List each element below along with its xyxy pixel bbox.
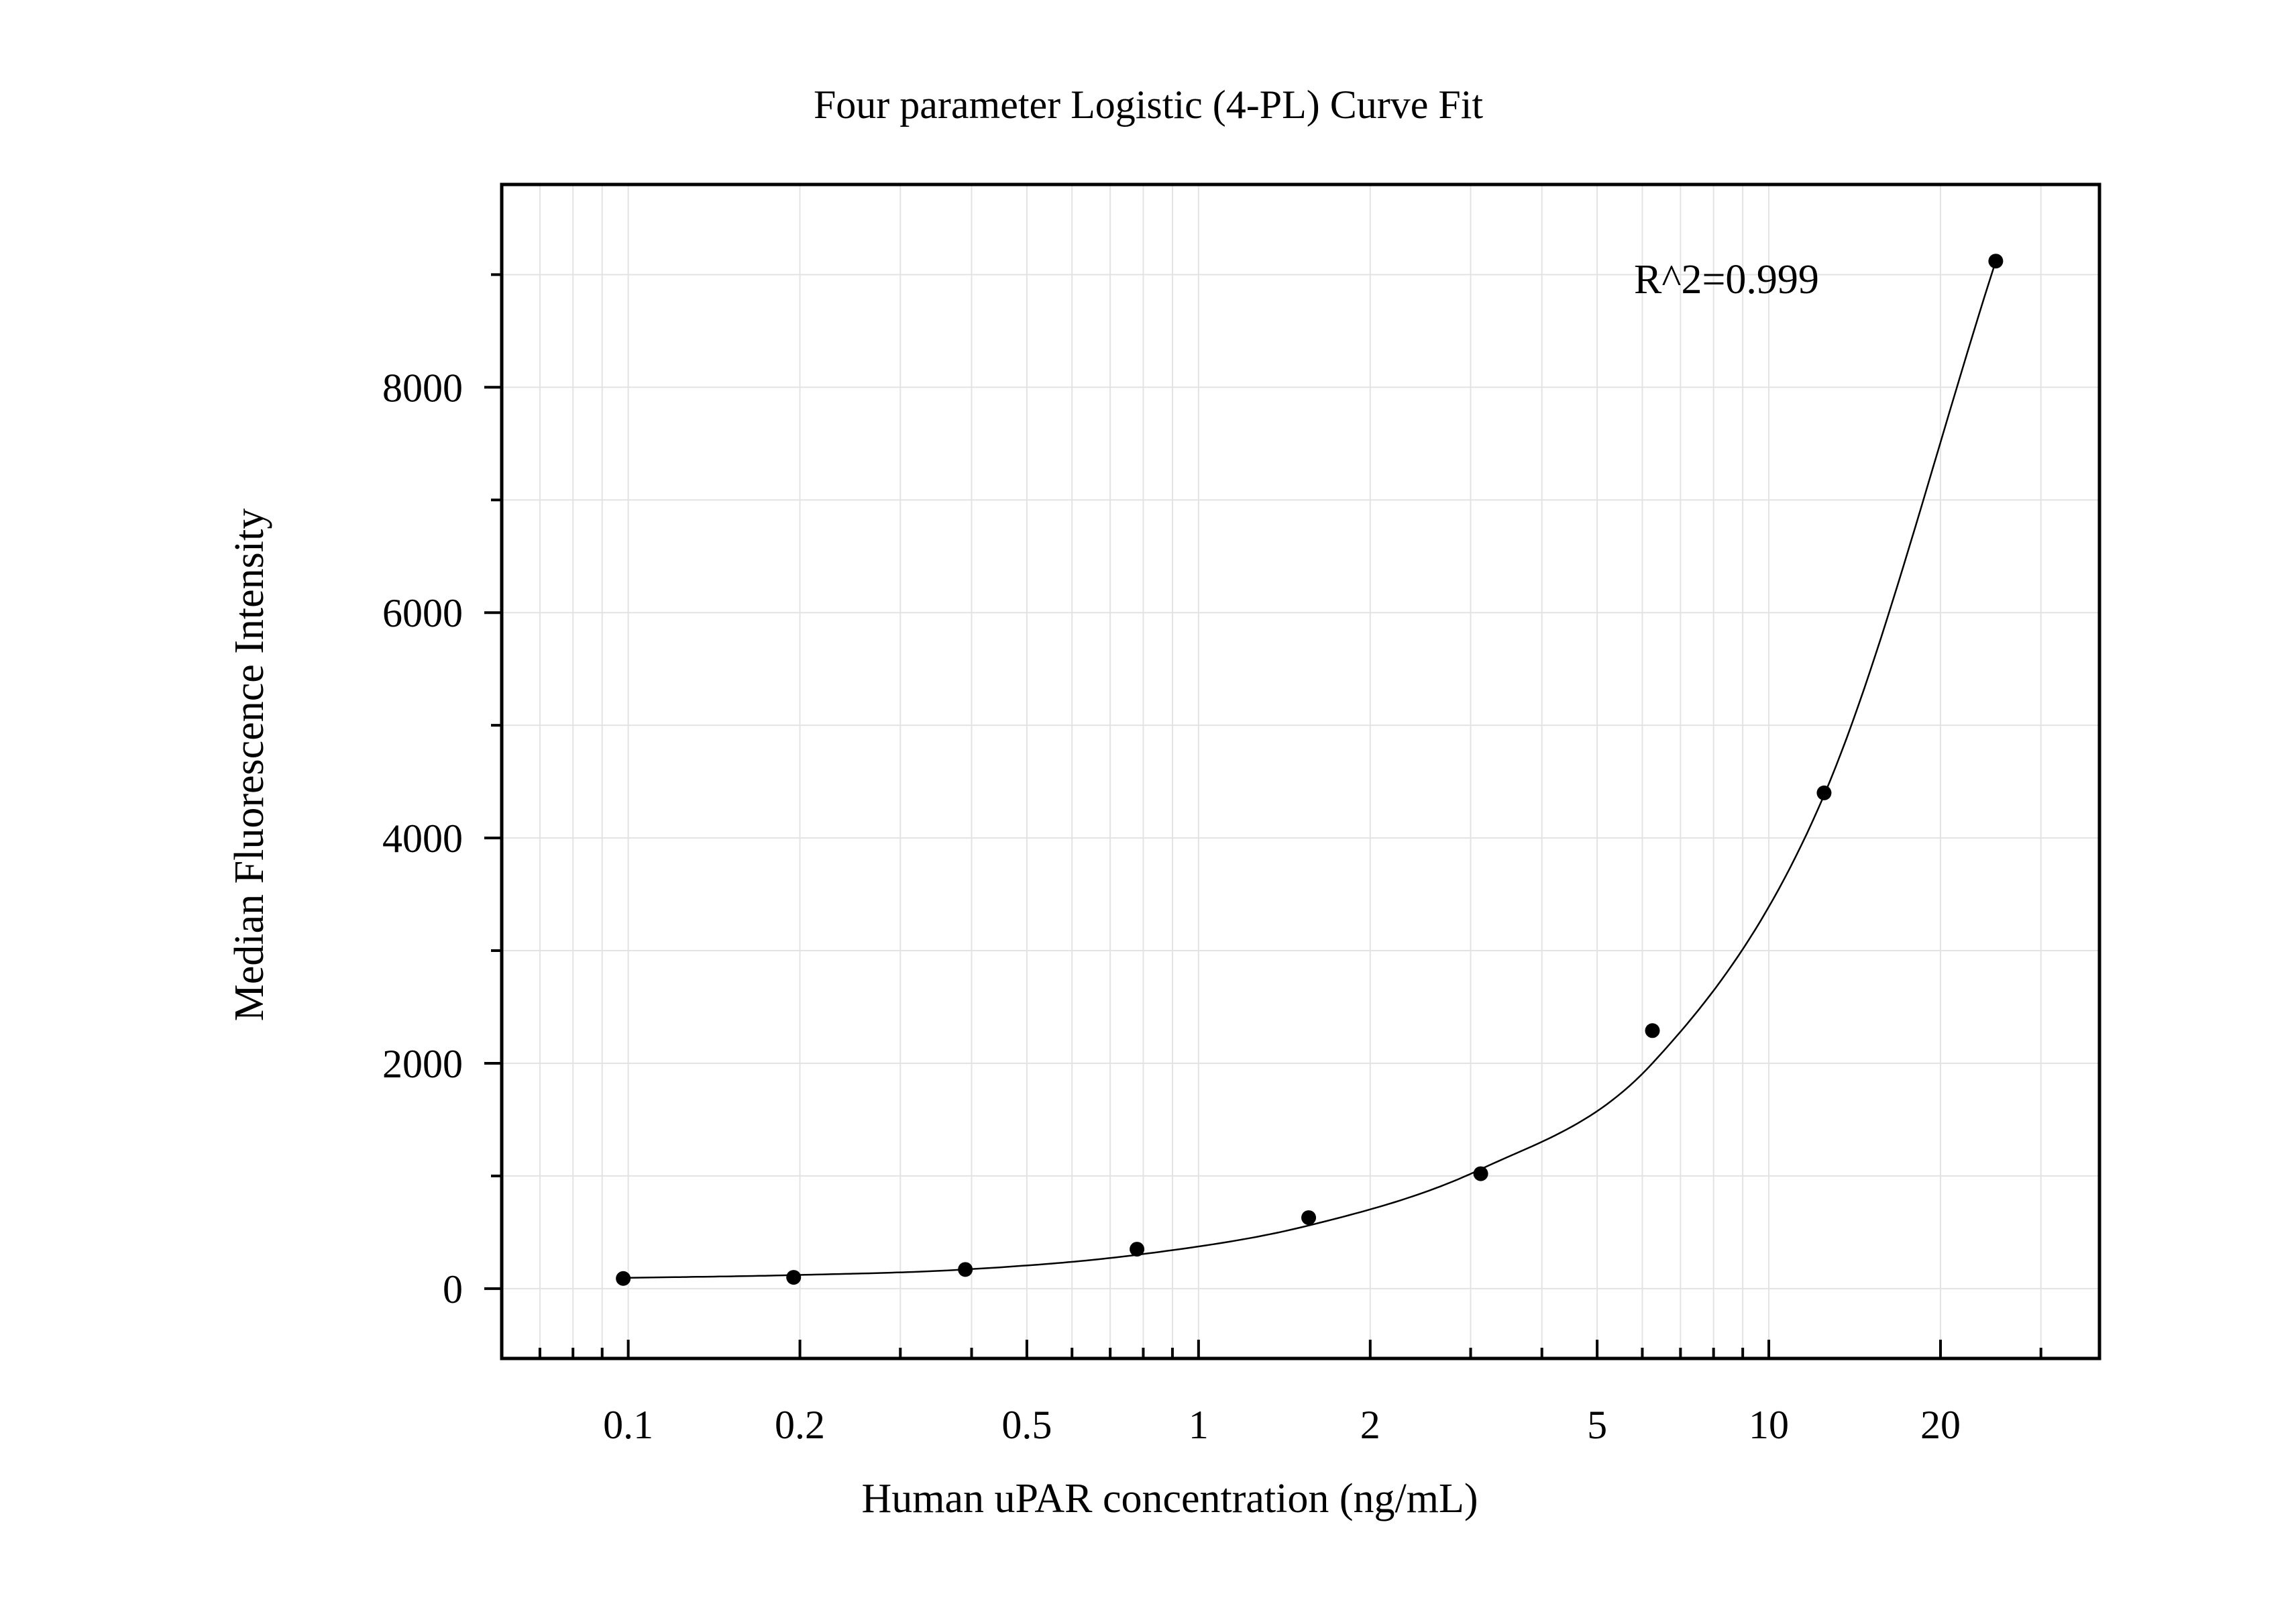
data-point: [958, 1262, 973, 1277]
data-point: [1130, 1242, 1145, 1257]
fit-curve-group: [623, 260, 1997, 1279]
x-tick-label: 1: [1189, 1403, 1209, 1447]
x-tick-label: 5: [1587, 1403, 1607, 1447]
data-point: [1988, 254, 2004, 269]
y-tick-label: 0: [443, 1267, 463, 1312]
x-tick-label: 0.1: [603, 1403, 653, 1447]
data-point: [1816, 785, 1832, 800]
x-tick-label: 10: [1749, 1403, 1789, 1447]
y-tick-label: 8000: [382, 366, 463, 410]
x-tick-labels: 0.1 0.2 0.5 1 2 5 10 20: [603, 1403, 1961, 1447]
y-tick-label: 2000: [382, 1042, 463, 1086]
y-tick-labels: 0 2000 4000 6000 8000: [382, 366, 463, 1312]
data-point: [786, 1270, 802, 1285]
r-squared-annotation: R^2=0.999: [1634, 257, 1819, 303]
x-tick-label: 0.5: [1001, 1403, 1052, 1447]
y-tick-label: 6000: [382, 591, 463, 635]
data-point: [616, 1271, 631, 1286]
axis-ticks: [484, 273, 2042, 1358]
x-tick-label: 2: [1360, 1403, 1380, 1447]
chart-title: Four parameter Logistic (4-PL) Curve Fit: [814, 83, 1483, 127]
plot-frame: [500, 182, 2101, 1360]
y-axis-title: Median Fluorescence Intensity: [227, 509, 272, 1021]
x-tick-label: 20: [1920, 1403, 1961, 1447]
data-point: [1301, 1210, 1317, 1226]
x-tick-label: 0.2: [775, 1403, 825, 1447]
data-points: [616, 254, 2004, 1286]
x-axis-title: Human uPAR concentration (ng/mL): [862, 1476, 1478, 1521]
data-point: [1645, 1023, 1660, 1038]
fit-curve: [623, 260, 1997, 1279]
data-point: [1473, 1166, 1488, 1181]
y-tick-label: 4000: [382, 816, 463, 861]
gridlines: [501, 184, 2099, 1358]
